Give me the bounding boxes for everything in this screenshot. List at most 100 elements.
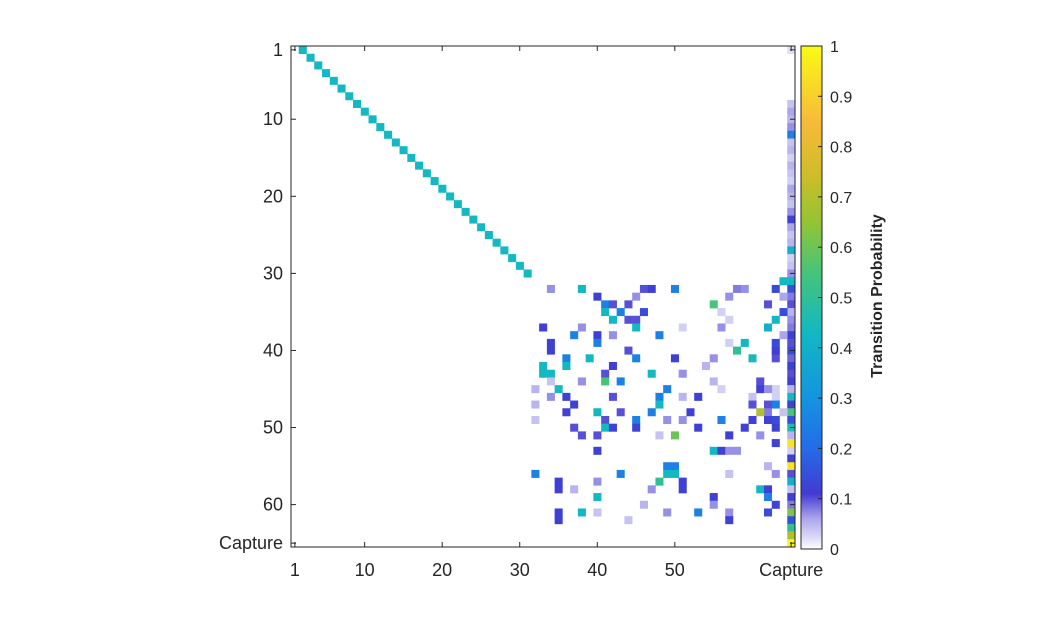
heatmap-cell <box>787 284 796 293</box>
heatmap-cell <box>663 415 672 424</box>
heatmap-cell <box>593 477 602 486</box>
heatmap-cell <box>787 377 796 386</box>
heatmap-cell <box>608 423 617 432</box>
heatmap-cell <box>787 215 796 224</box>
heatmap-cell <box>771 354 780 363</box>
heatmap-cell <box>787 485 796 494</box>
heatmap-cell <box>763 493 773 502</box>
heatmap-cell <box>678 369 687 378</box>
heatmap-cell <box>787 153 796 162</box>
heatmap-cell <box>438 184 447 193</box>
x-axis: 1 10 20 30 40 50 Capture <box>290 46 823 580</box>
heatmap-cell <box>717 323 726 332</box>
heatmap-cell <box>632 323 641 332</box>
heatmap-cell <box>469 215 478 224</box>
heatmap-cell <box>787 431 796 440</box>
heatmap-cell <box>655 431 664 440</box>
heatmap-cell <box>624 300 633 309</box>
heatmap-cell <box>787 354 796 363</box>
heatmap-cell <box>647 485 656 494</box>
heatmap-cell <box>771 423 780 432</box>
heatmap-cell <box>391 138 400 147</box>
colorbar-tick-label: 0.4 <box>830 341 852 358</box>
y-tick-label: 60 <box>263 495 283 515</box>
heatmap-cell <box>430 177 439 186</box>
heatmap-cell <box>601 415 610 424</box>
heatmap-cell <box>624 315 633 324</box>
heatmap-cell <box>655 392 664 401</box>
heatmap-cell <box>531 400 540 409</box>
heatmap-cell <box>593 331 602 340</box>
heatmap-cell <box>709 493 718 502</box>
heatmap-cell <box>593 408 602 417</box>
heatmap-cell <box>670 431 679 440</box>
heatmap-cell <box>787 439 796 448</box>
heatmap-cell <box>345 92 354 101</box>
heatmap-cell <box>740 284 749 293</box>
colorbar-tick-label: 0.1 <box>830 492 852 509</box>
heatmap-cell <box>616 469 625 478</box>
heatmap-cell <box>601 377 610 386</box>
heatmap-cell <box>779 408 788 417</box>
heatmap-cell <box>546 369 555 378</box>
heatmap-cell <box>787 261 796 270</box>
heatmap-cell <box>647 408 656 417</box>
colorbar-tick-label: 0.2 <box>830 441 852 458</box>
heatmap-cell <box>787 477 796 486</box>
heatmap-cell <box>787 99 796 108</box>
heatmap-cell <box>787 323 796 332</box>
heatmap-cell <box>678 485 687 494</box>
heatmap-cell <box>732 284 742 293</box>
colorbar: 0 0.1 0.2 0.3 0.4 0.5 0.6 0.7 0.8 0.9 1 <box>800 39 852 559</box>
heatmap-cell <box>554 516 563 525</box>
heatmap-cell <box>608 315 617 324</box>
colorbar-tick-label: 0.7 <box>830 190 852 207</box>
heatmap-cell <box>647 369 656 378</box>
heatmap-cell <box>725 446 734 455</box>
heatmap-cell <box>546 392 555 401</box>
heatmap-cell <box>655 400 664 409</box>
heatmap-cell <box>787 400 796 409</box>
heatmap-cell <box>787 338 796 347</box>
heatmap-cell <box>562 362 571 371</box>
heatmap-cell <box>756 377 765 386</box>
x-tick-label: 40 <box>587 560 607 580</box>
heatmap-cell <box>593 292 602 301</box>
heatmap-cell <box>787 308 796 317</box>
heatmap-cell <box>740 338 749 347</box>
heatmap-cell <box>608 392 617 401</box>
heatmap-cell <box>756 385 765 394</box>
heatmap-cell <box>453 200 462 209</box>
heatmap-cell <box>787 415 796 424</box>
heatmap-cell <box>601 300 610 309</box>
heatmap-cell <box>763 400 773 409</box>
heatmap-cell <box>678 392 687 401</box>
heatmap-cell <box>787 207 796 216</box>
heatmap-cell <box>787 385 796 394</box>
heatmap-cell <box>554 385 563 394</box>
heatmap-cell <box>546 338 555 347</box>
y-axis: 1 10 20 30 40 50 60 Capture <box>219 40 795 553</box>
heatmap-cell <box>771 284 780 293</box>
heatmap-cell <box>632 415 641 424</box>
heatmap-cell <box>787 523 796 532</box>
colorbar-tick-label: 0.6 <box>830 240 852 257</box>
heatmap-cell <box>616 308 625 317</box>
heatmap-cell <box>748 392 757 401</box>
heatmap-cell <box>298 46 307 55</box>
heatmap-cell <box>632 354 641 363</box>
heatmap-cell <box>771 392 780 401</box>
heatmap-cell <box>725 338 734 347</box>
heatmap-cell <box>709 377 718 386</box>
heatmap-cell <box>694 508 703 517</box>
heatmap-cell <box>624 346 633 355</box>
heatmap-cell <box>670 469 679 478</box>
colorbar-tick-label: 0.3 <box>830 391 852 408</box>
y-tick-label: 30 <box>263 263 283 283</box>
heatmap-cell <box>670 354 679 363</box>
heatmap-cell <box>353 99 362 108</box>
heatmap-cell <box>546 284 555 293</box>
heatmap-cell <box>694 423 703 432</box>
heatmap-cell <box>415 161 424 170</box>
heatmap-cell <box>539 369 548 378</box>
